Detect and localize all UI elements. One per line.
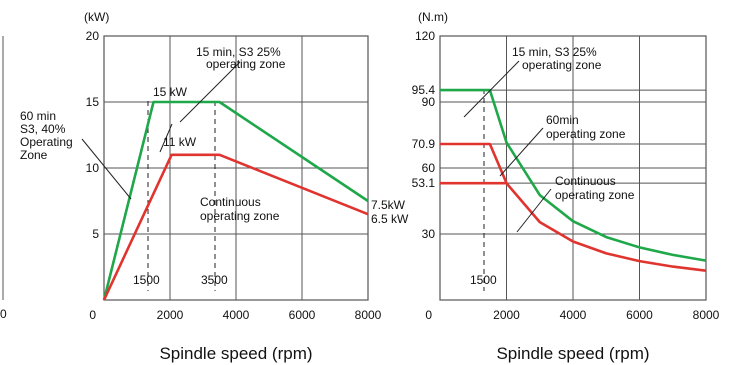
torque-y-tick-label: 120 — [415, 29, 435, 43]
torque-y-tick-label: 95.4 — [412, 83, 436, 97]
ann-cont-line1-torque: Continuous — [555, 174, 616, 188]
leader-60min-torque — [499, 127, 544, 177]
ann-60min-line1-torque: 60min — [546, 113, 579, 127]
power-series-s3_25 — [102, 100, 369, 301]
ann-end-red: 6.5 kW — [371, 212, 409, 226]
ann-s3-line1: 15 min, S3 25% — [196, 45, 281, 59]
ann-s3-line2-torque: operating zone — [522, 58, 602, 72]
power-chart-grid — [104, 36, 368, 300]
torque-x-tick-label: 6000 — [626, 308, 653, 322]
ann-60min-line2-torque: operating zone — [546, 127, 626, 141]
torque-chart-x-ticks: 0 2000 4000 6000 8000 — [425, 308, 719, 322]
ann-end-green: 7.5kW — [371, 198, 406, 212]
torque-chart-grid — [440, 36, 706, 300]
power-x-tick-label: 4000 — [223, 308, 250, 322]
power-chart: 5 10 15 20 0 2000 4000 6000 8000 (kW) Spindle s… — [20, 10, 409, 363]
torque-y-tick-label: 90 — [422, 95, 436, 109]
ann-cont-line2-torque: operating zone — [555, 188, 635, 202]
torque-x-tick-label: 8000 — [693, 308, 720, 322]
ann-s3-line1-torque: 15 min, S3 25% — [512, 45, 597, 59]
ann-60min-line3: Operating — [20, 135, 73, 149]
power-chart-x-ticks: 0 2000 4000 6000 8000 — [89, 308, 381, 322]
power-chart-y-ticks: 5 10 15 20 — [86, 29, 100, 241]
ann-60min-line1: 60 min — [20, 109, 56, 123]
ann-mark-3500: 3500 — [201, 273, 228, 287]
power-x-tick-label: 2000 — [157, 308, 184, 322]
ann-11kw: 11 kW — [163, 135, 197, 149]
torque-chart-frame — [439, 35, 707, 301]
power-x-tick-label: 0 — [89, 308, 96, 322]
ann-cont-line1: Continuous — [200, 195, 261, 209]
torque-series-continuous — [440, 181, 707, 272]
power-y-axis-unit: (kW) — [84, 10, 109, 24]
leader-11kw — [159, 123, 173, 153]
power-y-tick-label: 15 — [86, 95, 100, 109]
torque-y-tick-label: 30 — [422, 227, 436, 241]
ann-mark-1500: 1500 — [133, 273, 160, 287]
torque-series-min60 — [440, 142, 508, 184]
leader-cont-torque — [516, 188, 552, 233]
ann-cont-line2: operating zone — [200, 209, 280, 223]
torque-x-tick-label: 0 — [425, 308, 432, 322]
torque-chart-series — [440, 88, 707, 272]
power-x-tick-label: 6000 — [289, 308, 316, 322]
power-series-continuous — [102, 153, 369, 301]
torque-y-tick-label: 53.1 — [412, 176, 436, 190]
power-chart-series — [102, 100, 369, 301]
power-y-tick-label: 20 — [86, 29, 100, 43]
ann-60min-line2: S3, 40% — [20, 122, 66, 136]
ann-15kw: 15 kW — [153, 85, 188, 99]
power-y-tick-label: 10 — [86, 161, 100, 175]
power-x-tick-label: 8000 — [355, 308, 382, 322]
leader-s3-25-torque — [463, 60, 520, 118]
power-y-tick-label: 5 — [92, 227, 99, 241]
torque-y-tick-label: 60 — [422, 161, 436, 175]
torque-y-axis-unit: (N.m) — [418, 10, 448, 24]
ann-60min-line4: Zone — [20, 148, 48, 162]
ann-mark-1500-torque: 1500 — [470, 273, 497, 287]
power-x-axis-label: Spindle speed (rpm) — [159, 344, 312, 363]
leader-60min — [81, 138, 132, 200]
power-chart-frame — [103, 35, 369, 301]
torque-x-tick-label: 2000 — [493, 308, 520, 322]
torque-x-tick-label: 4000 — [560, 308, 587, 322]
cropped-tick-label: 0 — [0, 307, 7, 321]
torque-x-axis-label: Spindle speed (rpm) — [496, 344, 649, 363]
torque-y-tick-label: 70.9 — [412, 137, 436, 151]
torque-series-s3_25 — [440, 88, 707, 262]
leader-s3-25 — [179, 61, 241, 123]
ann-s3-line2: operating zone — [206, 57, 286, 71]
